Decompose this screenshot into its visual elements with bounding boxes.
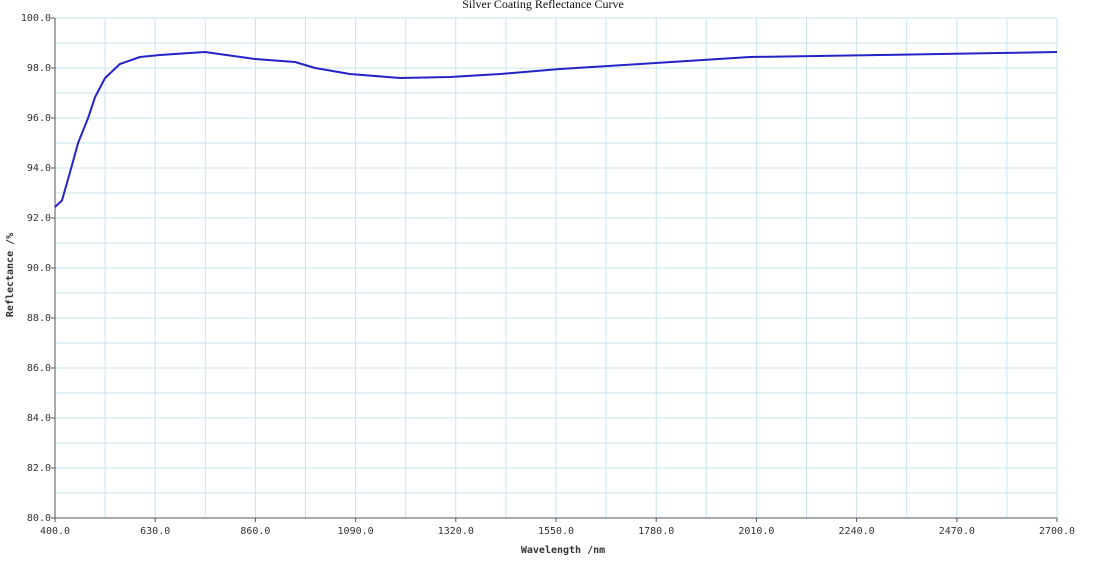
x-tick-label: 1550.0 [538, 526, 574, 537]
x-tick-label: 2240.0 [839, 526, 875, 537]
y-tick-label: 84.0 [27, 413, 51, 424]
chart-title: Silver Coating Reflectance Curve [462, 0, 624, 11]
x-tick-label: 1090.0 [338, 526, 374, 537]
x-tick-label: 2700.0 [1039, 526, 1075, 537]
y-tick-label: 92.0 [27, 213, 51, 224]
y-tick-label: 80.0 [27, 513, 51, 524]
x-tick-label: 2470.0 [939, 526, 975, 537]
y-tick-label: 90.0 [27, 263, 51, 274]
y-tick-label: 82.0 [27, 463, 51, 474]
y-tick-label: 98.0 [27, 63, 51, 74]
y-axis-label: Reflectance /% [5, 233, 16, 317]
x-tick-label: 400.0 [40, 526, 70, 537]
y-tick-label: 86.0 [27, 363, 51, 374]
x-tick-label: 1320.0 [438, 526, 474, 537]
line-series [54, 51, 1058, 208]
y-tick-label: 100.0 [21, 13, 51, 24]
y-tick-label: 94.0 [27, 163, 51, 174]
x-axis-label: Wavelength /nm [521, 545, 605, 556]
x-tick-label: 2010.0 [738, 526, 774, 537]
x-tick-label: 630.0 [140, 526, 170, 537]
x-tick-label: 1780.0 [638, 526, 674, 537]
x-tick-label: 860.0 [240, 526, 270, 537]
y-tick-label: 88.0 [27, 313, 51, 324]
y-tick-label: 96.0 [27, 113, 51, 124]
